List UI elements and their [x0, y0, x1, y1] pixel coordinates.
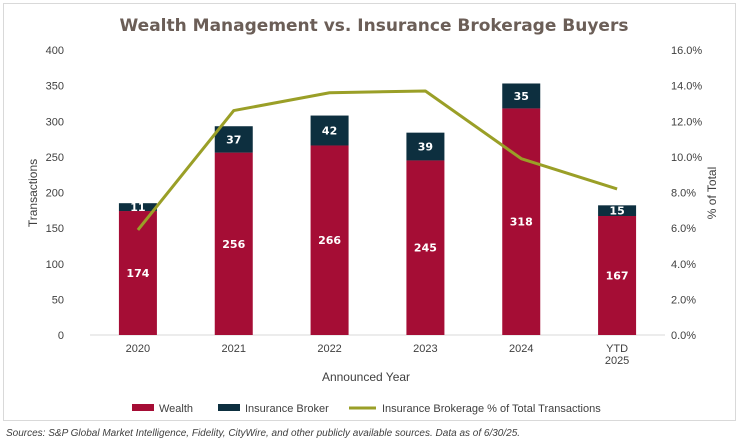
bar-label-insurance-broker: 37	[226, 133, 241, 146]
chart-frame: Wealth Management vs. Insurance Brokerag…	[3, 3, 736, 421]
source-note: Sources: S&P Global Market Intelligence,…	[6, 428, 521, 439]
x-axis-title: Announced Year	[322, 370, 410, 384]
line-insurance-brokerage-pct	[136, 89, 618, 231]
chart-canvas: Wealth Management vs. Insurance Brokerag…	[26, 16, 719, 415]
y-axis-title: Transactions	[26, 159, 40, 227]
bar-insurance-broker	[118, 203, 157, 212]
bar-wealth	[214, 152, 253, 335]
bar-wealth	[118, 211, 157, 335]
y-tick-label: 100	[46, 259, 64, 271]
bar-label-insurance-broker: 39	[418, 141, 433, 154]
chart-title: Wealth Management vs. Insurance Brokerag…	[120, 16, 629, 36]
y2-tick-label: 0.0%	[671, 330, 696, 342]
bar-label-insurance-broker: 11	[130, 201, 145, 214]
y2-tick-label: 14.0%	[671, 81, 702, 93]
y2-tick-label: 2.0%	[671, 294, 696, 306]
bar-labels-group: 174 11 256 37 266 42 245 39 318 35 167 15	[126, 90, 628, 283]
x-tick-label: 2021	[222, 343, 246, 355]
x-tick-label: YTD	[606, 343, 628, 355]
bar-label-wealth: 266	[318, 234, 341, 247]
legend-label-wealth: Wealth	[159, 403, 193, 415]
y2-tick-label: 16.0%	[671, 45, 702, 57]
x-tick-label: 2022	[317, 343, 341, 355]
y2-tick-label: 12.0%	[671, 116, 702, 128]
y-tick-label: 300	[46, 116, 64, 128]
legend-label-insurance-broker: Insurance Broker	[245, 403, 329, 415]
line-series-group	[136, 89, 618, 231]
bar-wealth	[598, 216, 637, 335]
x-tick-label: 2025	[605, 355, 629, 367]
y2-tick-label: 4.0%	[671, 259, 696, 271]
bar-label-wealth: 245	[414, 242, 437, 255]
y-tick-label: 350	[46, 81, 64, 93]
bar-wealth	[406, 160, 445, 335]
y-axis-ticks: 0 50 100 150 200 250 300 350 400	[46, 45, 64, 342]
y-tick-label: 400	[46, 45, 64, 57]
bar-label-insurance-broker: 42	[322, 125, 337, 138]
bar-label-wealth: 318	[510, 216, 533, 229]
y-tick-label: 50	[52, 294, 64, 306]
y2-axis-title: % of Total	[705, 167, 719, 219]
y2-tick-label: 8.0%	[671, 188, 696, 200]
bar-wealth	[310, 145, 349, 335]
y-tick-label: 200	[46, 188, 64, 200]
legend-swatch-wealth	[132, 404, 154, 411]
bar-label-wealth: 174	[126, 267, 149, 280]
legend-label-line: Insurance Brokerage % of Total Transacti…	[382, 403, 601, 415]
bar-label-insurance-broker: 15	[609, 205, 624, 218]
bar-wealth	[502, 108, 541, 335]
y2-tick-label: 6.0%	[671, 223, 696, 235]
x-tick-label: 2023	[413, 343, 437, 355]
y2-axis-ticks: 0.0% 2.0% 4.0% 6.0% 8.0% 10.0% 12.0% 14.0% 16.0%	[671, 45, 702, 342]
bars-group	[118, 83, 637, 335]
bar-insurance-broker	[310, 115, 349, 146]
bar-insurance-broker	[214, 126, 253, 153]
bar-insurance-broker	[406, 132, 445, 161]
bar-label-insurance-broker: 35	[514, 90, 529, 103]
legend: Wealth Insurance Broker Insurance Brokerag…	[132, 403, 601, 415]
legend-swatch-insurance-broker	[218, 404, 240, 411]
y2-tick-label: 10.0%	[671, 152, 702, 164]
y-tick-label: 250	[46, 152, 64, 164]
x-tick-label: 2020	[126, 343, 150, 355]
bar-insurance-broker	[598, 205, 637, 217]
y-tick-label: 0	[58, 330, 64, 342]
bar-label-wealth: 256	[222, 238, 245, 251]
x-tick-label: 2024	[509, 343, 533, 355]
y-tick-label: 150	[46, 223, 64, 235]
bar-label-wealth: 167	[606, 270, 629, 283]
bar-insurance-broker	[502, 83, 541, 109]
